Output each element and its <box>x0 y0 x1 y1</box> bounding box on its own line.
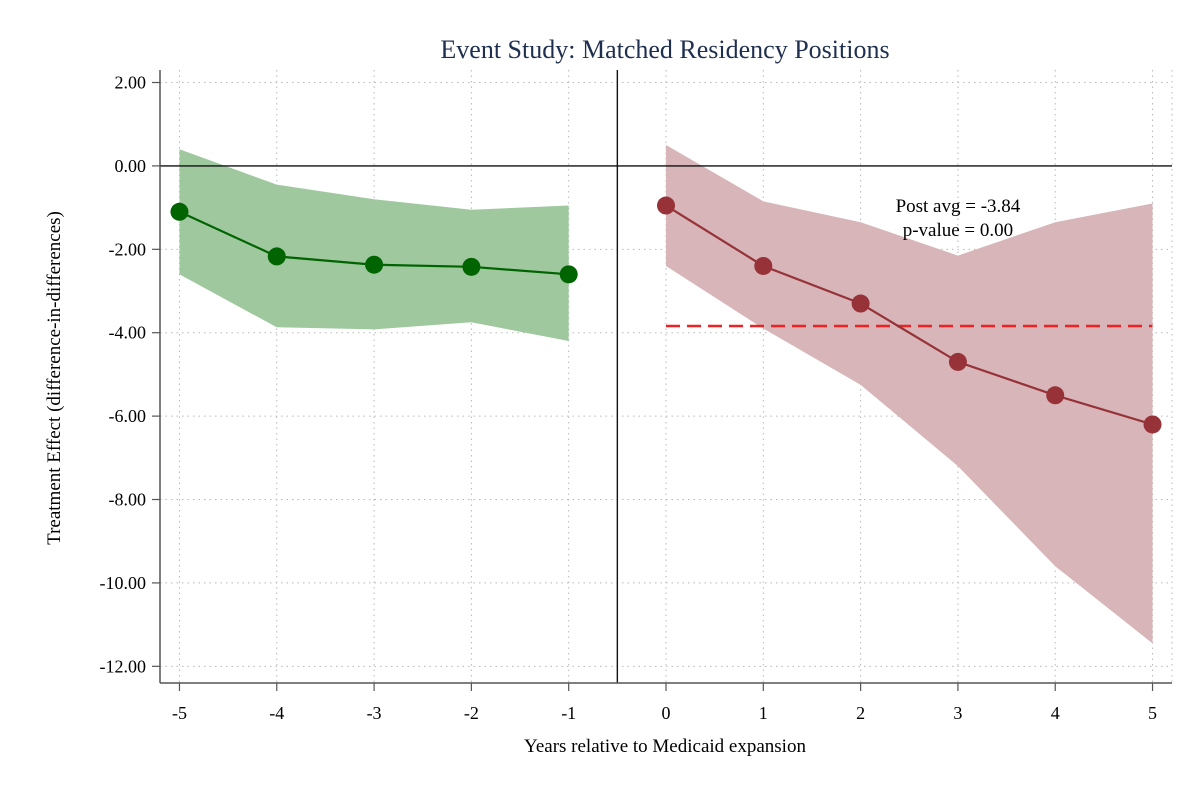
y-tick-label: -10.00 <box>100 573 147 593</box>
x-tick-label: -1 <box>561 703 576 723</box>
x-tick-label: 4 <box>1051 703 1060 723</box>
pre-period-point <box>267 247 286 266</box>
y-tick-label: -12.00 <box>100 656 147 676</box>
x-tick-label: 0 <box>662 703 671 723</box>
x-axis-title: Years relative to Medicaid expansion <box>524 736 806 757</box>
y-tick-label: 2.00 <box>115 73 147 93</box>
y-tick-label: -2.00 <box>109 239 147 259</box>
post-average-annotation: Post avg = -3.84 <box>896 196 1021 217</box>
pre-period-point <box>462 257 481 276</box>
post-period-point <box>657 196 675 215</box>
pre-period-point <box>365 255 384 274</box>
pre-period-point <box>559 265 578 284</box>
pre-period-point <box>170 202 189 221</box>
pre-period-confidence-band <box>179 149 569 342</box>
x-tick-label: -3 <box>367 703 382 723</box>
reference-lines <box>160 70 1172 683</box>
x-tick-label: 5 <box>1148 703 1157 723</box>
post-period-line <box>665 204 1153 426</box>
x-tick-label: -2 <box>464 703 479 723</box>
y-axis-title: Treatment Effect (difference-in-differen… <box>44 211 65 545</box>
y-tick-label: -6.00 <box>109 406 147 426</box>
post-period-point <box>1143 415 1162 434</box>
post-period-confidence-band <box>666 145 1153 644</box>
post-period-point <box>948 352 967 371</box>
post-period-point <box>754 256 773 275</box>
series-points <box>170 196 1162 434</box>
y-tick-label: -4.00 <box>109 323 147 343</box>
x-tick-label: 3 <box>953 703 962 723</box>
axes: 2.00 0.00 -2.00 -4.00 -6.00 -8.00 -10.00 -12.00… <box>100 70 1172 723</box>
y-tick-label: 0.00 <box>115 156 147 176</box>
chart-title: Event Study: Matched Residency Positions <box>440 35 889 64</box>
p-value-annotation: p-value = 0.00 <box>903 220 1013 241</box>
y-tick-label: -8.00 <box>109 490 147 510</box>
post-period-point <box>1046 386 1065 405</box>
x-tick-label: -5 <box>172 703 187 723</box>
confidence-bands <box>179 145 1153 644</box>
x-tick-label: 1 <box>759 703 768 723</box>
post-period-point <box>851 294 870 313</box>
x-tick-label: -4 <box>269 703 284 723</box>
x-tick-label: 2 <box>856 703 865 723</box>
